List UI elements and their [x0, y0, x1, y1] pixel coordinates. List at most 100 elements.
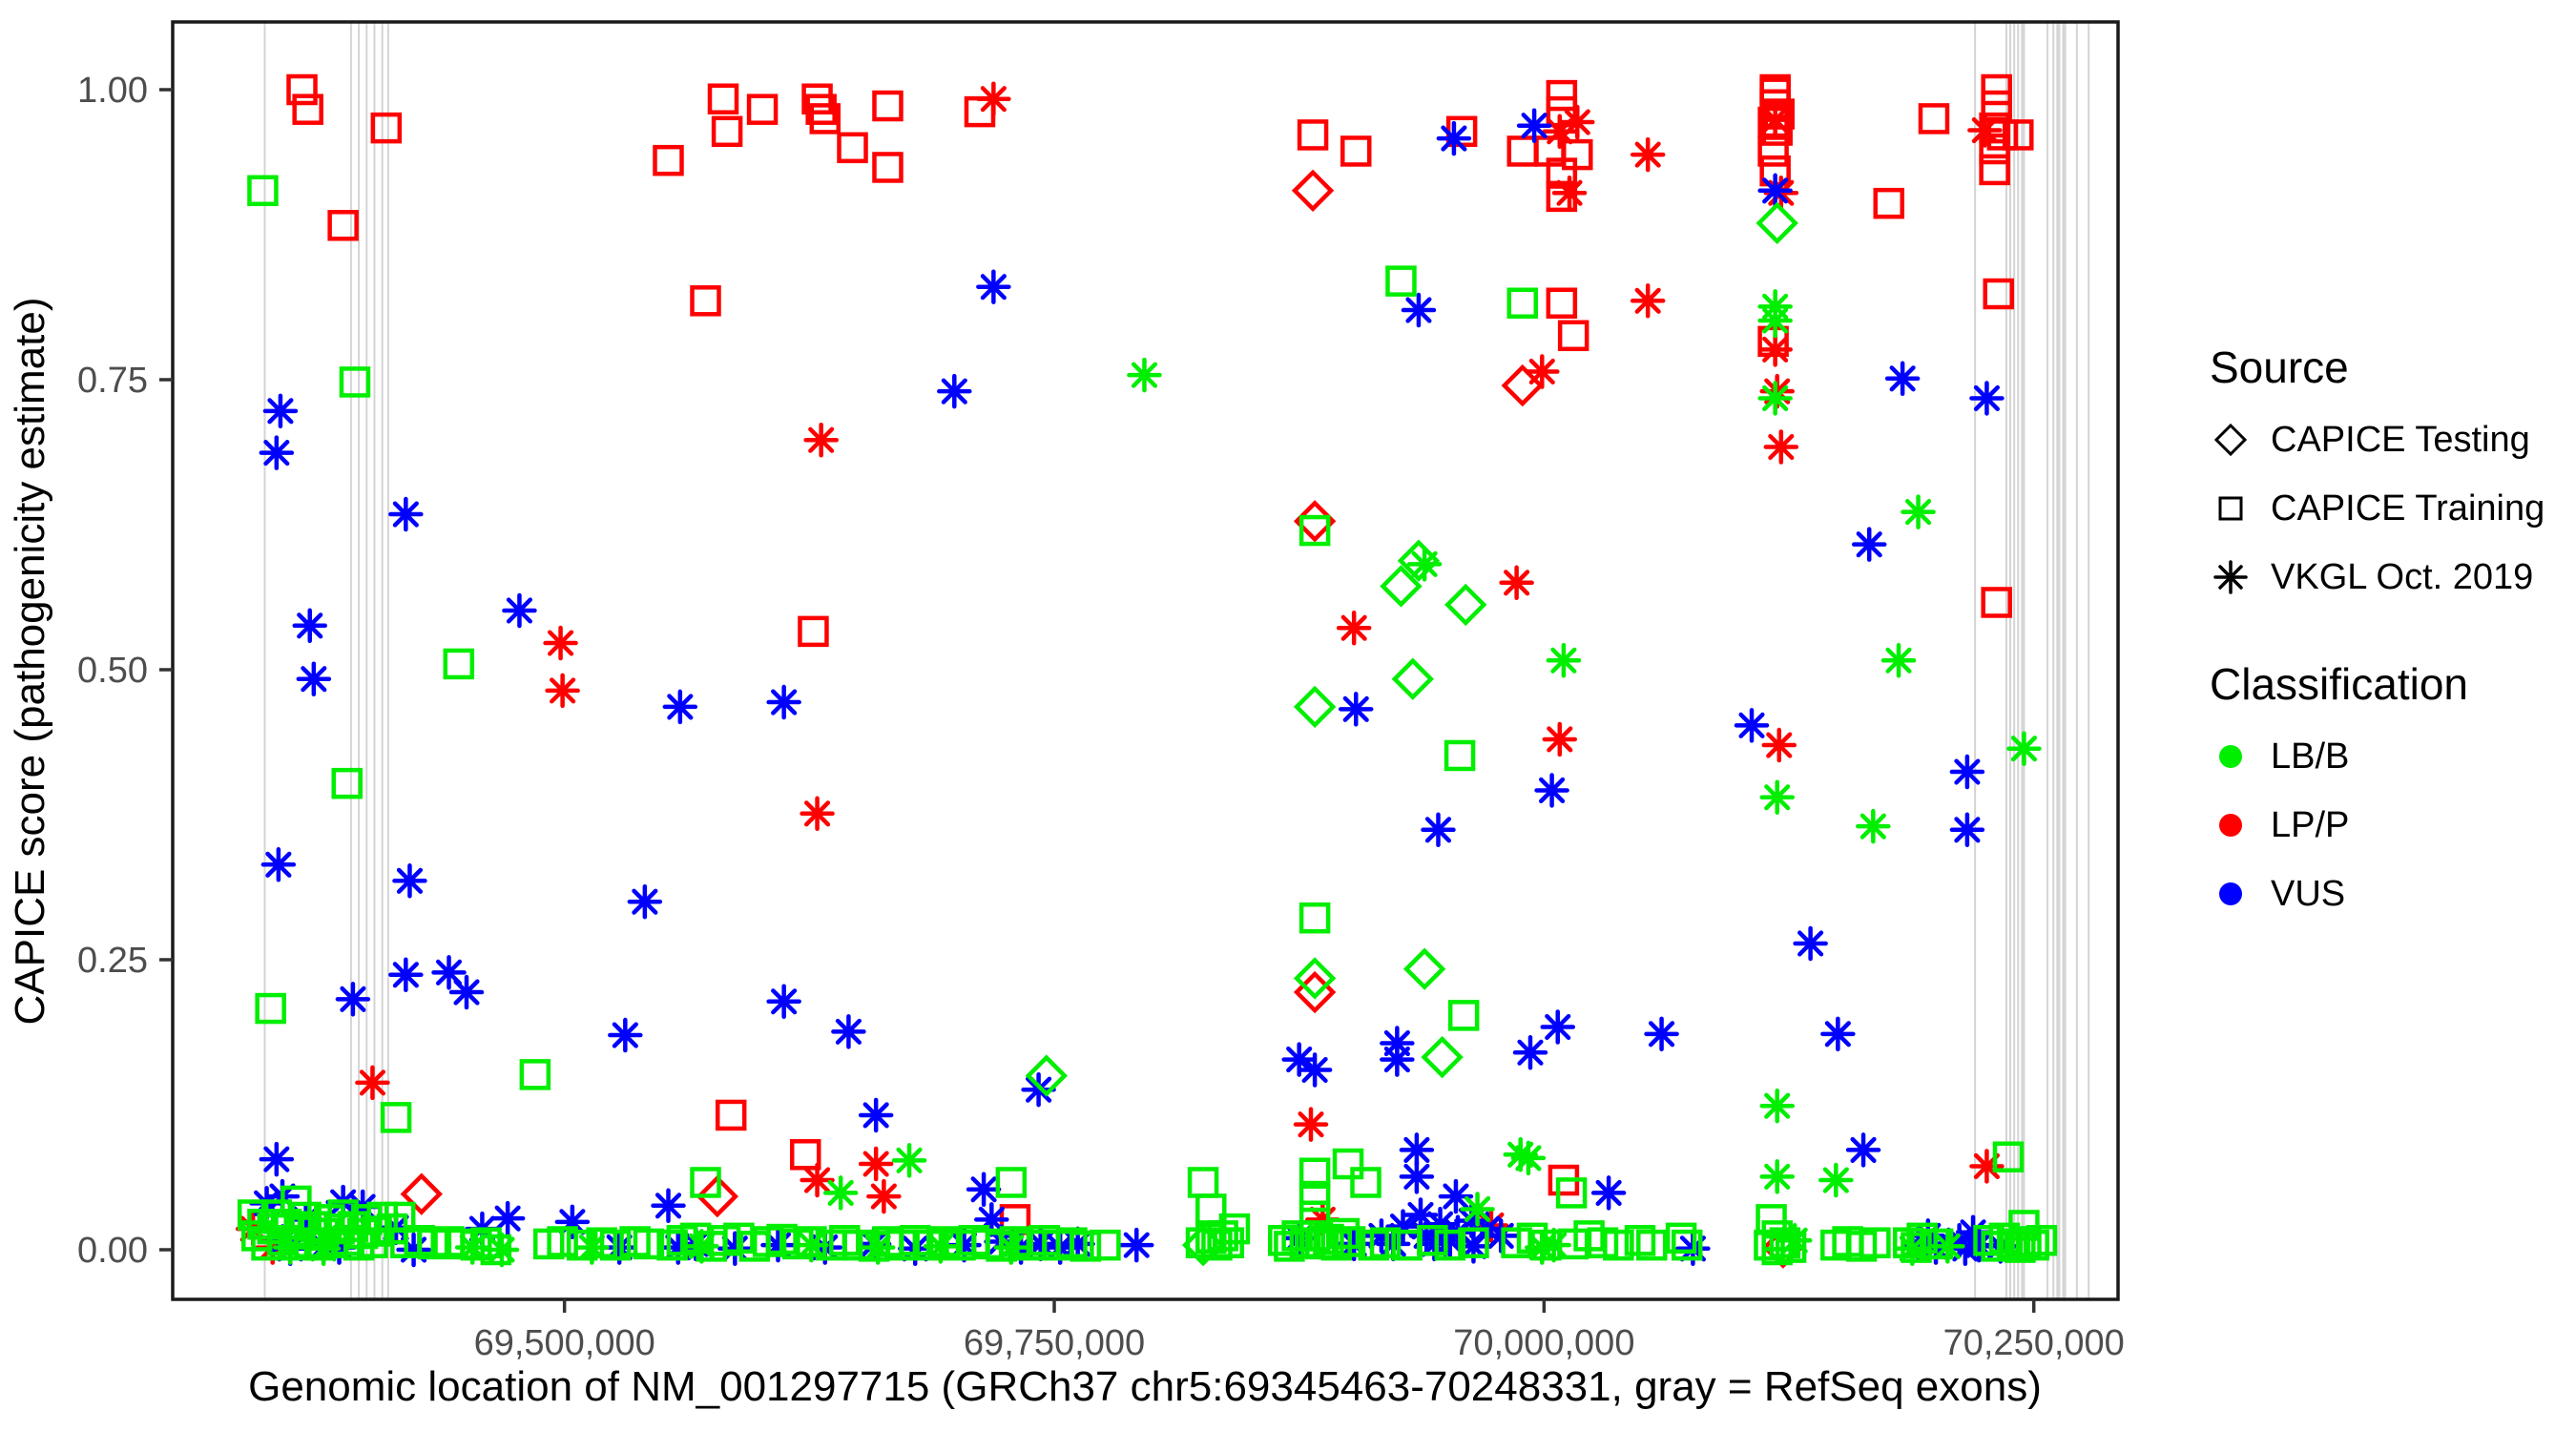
- data-point: [1755, 201, 1798, 245]
- data-point: [1759, 1159, 1795, 1194]
- data-point: [1644, 1016, 1679, 1052]
- data-point: [2025, 1225, 2058, 1256]
- y-tick-label: 0.75: [77, 361, 148, 401]
- data-point: [327, 210, 359, 241]
- data-point: [995, 1167, 1028, 1198]
- data-point: [1090, 1229, 1121, 1261]
- legend-classification-title: Classification: [2210, 659, 2468, 709]
- data-point: [1187, 1167, 1219, 1198]
- data-point: [1350, 1167, 1381, 1198]
- asterisk-icon: [2210, 555, 2259, 599]
- data-point: [280, 1185, 312, 1217]
- data-point: [1506, 287, 1539, 319]
- data-point: [809, 103, 841, 135]
- y-tick-label: 1.00: [77, 71, 148, 111]
- data-point: [662, 689, 698, 725]
- data-point: [746, 93, 779, 125]
- data-point: [1399, 1159, 1435, 1194]
- data-point: [251, 1229, 282, 1261]
- data-point: [798, 615, 829, 648]
- data-point: [1421, 812, 1456, 848]
- data-point: [690, 1167, 721, 1198]
- data-point: [800, 1162, 835, 1198]
- data-point: [1557, 320, 1589, 352]
- data-point: [766, 684, 801, 720]
- data-point: [443, 648, 475, 680]
- x-tick-label: 70,000,000: [1453, 1323, 1634, 1363]
- data-point: [355, 1065, 390, 1101]
- legend-item-label: LB/B: [2271, 736, 2350, 777]
- data-point: [1291, 169, 1335, 212]
- data-point: [1873, 187, 1905, 219]
- data-point: [715, 1099, 747, 1131]
- data-point: [296, 661, 332, 696]
- data-point: [1525, 354, 1560, 389]
- data-point: [923, 1229, 959, 1264]
- data-point: [1818, 1162, 1854, 1198]
- data-point: [519, 1059, 551, 1090]
- x-tick-label: 69,750,000: [964, 1323, 1145, 1363]
- data-point: [1918, 103, 1950, 135]
- data-point: [937, 373, 972, 409]
- data-point: [1025, 1054, 1068, 1097]
- data-point: [1551, 175, 1588, 211]
- data-point: [1757, 173, 1793, 209]
- data-point: [1328, 1217, 1361, 1250]
- data-point: [1776, 1223, 1813, 1258]
- data-point: [1540, 1009, 1575, 1045]
- legend-item-lbb: LB/B: [2210, 735, 2572, 778]
- data-point: [711, 115, 743, 148]
- data-point: [1297, 1052, 1333, 1088]
- data-point: [723, 1222, 755, 1255]
- data-point: [1856, 808, 1891, 844]
- data-point: [400, 1172, 443, 1215]
- data-point: [1402, 947, 1446, 990]
- data-point: [1501, 363, 1544, 407]
- data-point: [1672, 1229, 1703, 1261]
- data-point: [1969, 1149, 2005, 1184]
- data-point: [292, 608, 327, 644]
- data-point: [547, 1226, 578, 1257]
- data-point: [1444, 739, 1476, 772]
- data-point: [454, 1230, 490, 1265]
- data-point: [1444, 583, 1487, 627]
- data-point: [837, 132, 868, 164]
- data-point: [388, 496, 424, 532]
- legend-item-label: VKGL Oct. 2019: [2271, 556, 2534, 597]
- data-point: [255, 992, 286, 1025]
- legend-item-label: CAPICE Testing: [2271, 419, 2530, 460]
- data-point: [1546, 79, 1578, 112]
- data-point: [1845, 1132, 1881, 1168]
- data-point: [543, 625, 578, 661]
- data-point: [1590, 1175, 1627, 1211]
- y-axis-title: CAPICE score (pathogenicity estimate): [7, 298, 53, 1026]
- data-point: [1949, 812, 1985, 848]
- data-point: [627, 883, 663, 920]
- data-point: [2018, 1229, 2049, 1261]
- diamond-icon: [2210, 418, 2259, 462]
- data-point: [1305, 1228, 1337, 1260]
- data-point: [1119, 1227, 1154, 1263]
- data-point: [2003, 119, 2034, 151]
- data-point: [292, 93, 323, 125]
- legend-item-label: LP/P: [2271, 804, 2350, 845]
- square-icon: [2210, 487, 2259, 530]
- data-point: [2006, 731, 2042, 766]
- data-point: [633, 1228, 665, 1260]
- data-point: [1542, 114, 1578, 150]
- data-point: [899, 1225, 931, 1256]
- data-point: [396, 1232, 431, 1268]
- data-point: [331, 767, 364, 799]
- data-point: [1218, 1213, 1251, 1245]
- data-point: [1949, 754, 1985, 790]
- data-point: [803, 422, 839, 458]
- data-point: [599, 1229, 632, 1261]
- data-point: [1981, 1231, 2012, 1262]
- data-point: [1421, 1035, 1464, 1079]
- data-point: [1992, 1141, 2025, 1172]
- data-point: [1397, 539, 1441, 582]
- plot-panel-border: [171, 20, 2120, 1301]
- data-point: [259, 1141, 295, 1177]
- data-point: [1757, 135, 1789, 167]
- data-point: [1546, 287, 1578, 319]
